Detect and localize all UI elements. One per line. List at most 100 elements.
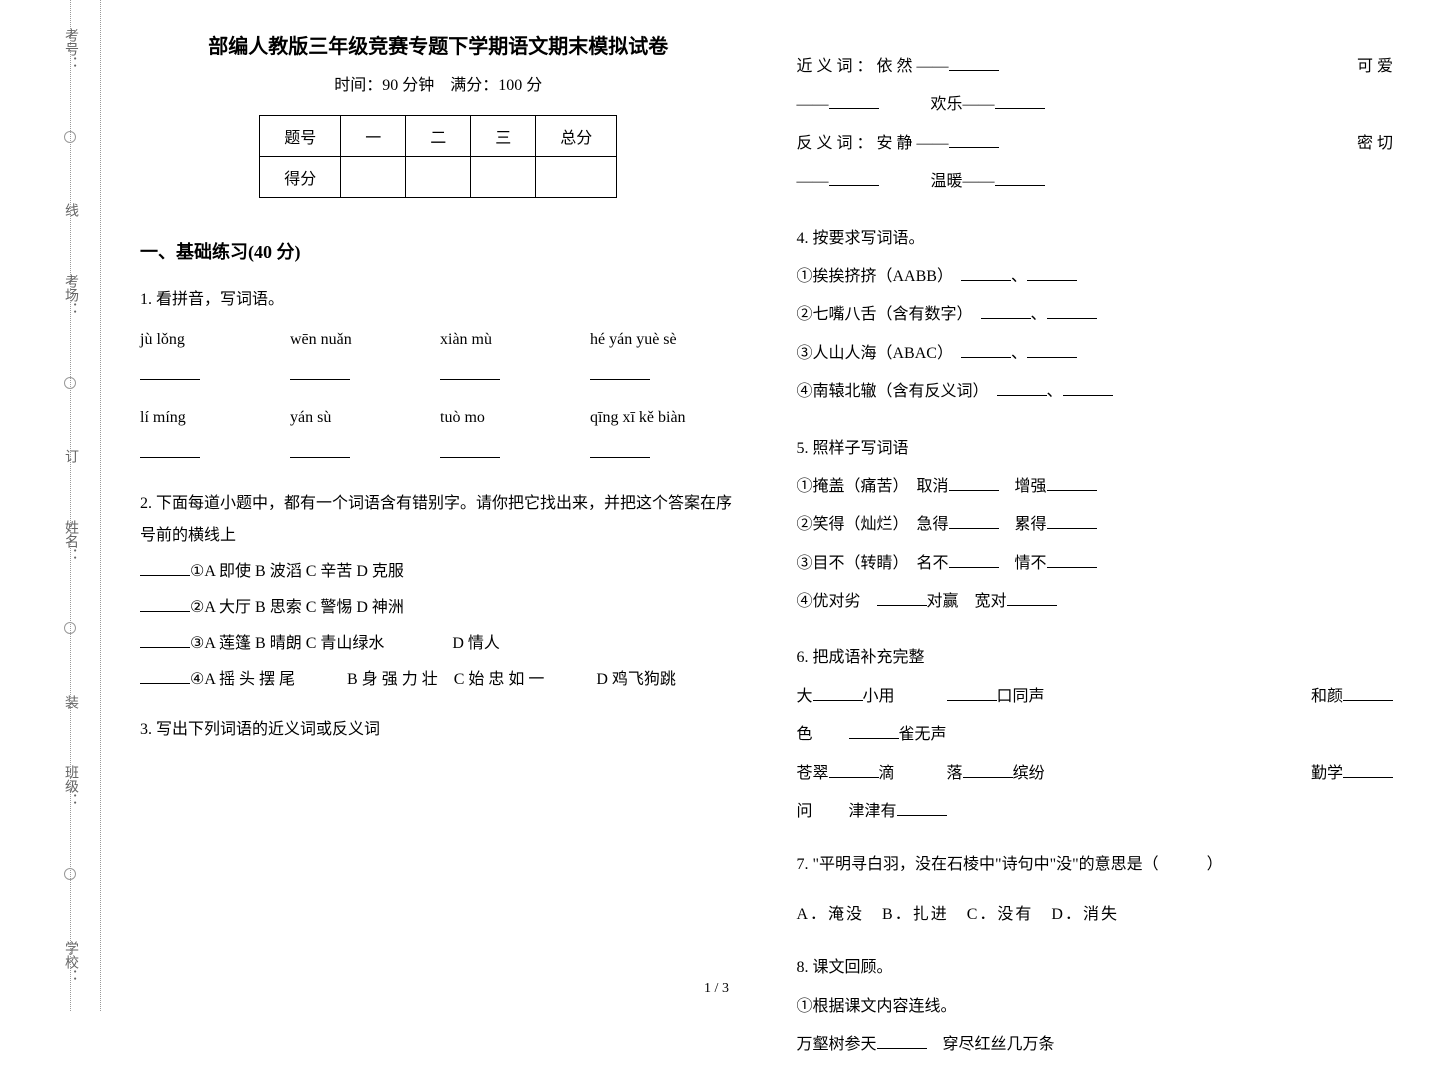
- answer-blank: [1343, 684, 1393, 701]
- answer-blank: [995, 169, 1045, 186]
- binding-circle: [64, 868, 76, 880]
- line-mid: 累得: [999, 516, 1047, 533]
- question-4: 4. 按要求写词语。 ①挨挨挤挤（AABB） 、 ②七嘴八舌（含有数字） 、 ③…: [797, 220, 1394, 412]
- question-stem: 2. 下面每道小题中，都有一个词语含有错别字。请你把它找出来，并把这个答案在序号…: [140, 488, 737, 552]
- question-stem: 4. 按要求写词语。: [797, 220, 1394, 258]
- answer-blank: [1047, 302, 1097, 319]
- q6-line: 色 雀无声: [797, 716, 1394, 754]
- antonym-line2: —— 温暖——: [797, 163, 1394, 201]
- answer-blank: [140, 667, 190, 684]
- line-text: ①挨挨挤挤（AABB）: [797, 268, 945, 285]
- question-stem: 3. 写出下列词语的近义词或反义词: [140, 714, 737, 746]
- pinyin-item: qīng xī kě biàn: [590, 402, 700, 434]
- answer-blank: [949, 512, 999, 529]
- answer-blank: [140, 595, 190, 612]
- pinyin-item: xiàn mù: [440, 324, 550, 356]
- answer-blank: [140, 559, 190, 576]
- answer-blank: [1007, 589, 1057, 606]
- line-text: ③人山人海（ABAC）: [797, 345, 945, 362]
- pinyin-item: hé yán yuè sè: [590, 324, 700, 356]
- table-row: 题号 一 二 三 总分: [260, 116, 617, 157]
- synonym-line: 近 义 词 ： 依 然 —— 可 爱: [797, 48, 1394, 86]
- answer-blank: [1047, 551, 1097, 568]
- pinyin-item: tuò mo: [440, 402, 550, 434]
- answer-blank: [440, 441, 500, 458]
- pinyin-item: wēn nuǎn: [290, 324, 400, 356]
- label-text: ——: [797, 173, 829, 190]
- answer-blank: [1063, 379, 1113, 396]
- score-header-cell: 三: [471, 116, 536, 157]
- q6-line: 问 津津有: [797, 793, 1394, 831]
- question-stem: 1. 看拼音，写词语。: [140, 284, 737, 316]
- answer-blank: [963, 761, 1013, 778]
- label-text: 近 义 词 ： 依 然 ——: [797, 58, 949, 75]
- answer-blank: [949, 131, 999, 148]
- answer-blank: [829, 169, 879, 186]
- label-text: 反 义 词 ： 安 静 ——: [797, 135, 949, 152]
- pinyin-row: jù lǒng wēn nuǎn xiàn mù hé yán yuè sè: [140, 324, 737, 356]
- line-pre: ②笑得（灿烂） 急得: [797, 516, 949, 533]
- score-blank-cell: [341, 157, 406, 198]
- binding-dotted-line: [100, 0, 101, 1011]
- q5-line: ②笑得（灿烂） 急得 累得: [797, 506, 1394, 544]
- choice-text: ③A 莲篷 B 晴朗 C 青山绿水 D 情人: [190, 635, 500, 652]
- right-column: 近 义 词 ： 依 然 —— 可 爱 —— 欢乐—— 反 义 词 ： 安 静 —…: [797, 30, 1394, 1083]
- q5-line: ③目不（转睛） 名不 情不: [797, 545, 1394, 583]
- choice-text: ②A 大厅 B 思索 C 警惕 D 神洲: [190, 599, 404, 616]
- line-pre: ④优对劣: [797, 593, 877, 610]
- choice-line: ②A 大厅 B 思索 C 警惕 D 神洲: [140, 592, 737, 624]
- answer-blank: [995, 92, 1045, 109]
- binding-label-name: 姓名：: [60, 520, 80, 562]
- answer-blank: [961, 264, 1011, 281]
- frag: 万壑树参天: [797, 1036, 877, 1053]
- options-line: A．淹没 B．扎进 C．没有 D．消失: [797, 899, 1394, 931]
- frag: 口同声: [997, 688, 1045, 705]
- frag: 津津有: [849, 803, 897, 820]
- blank-row: [140, 438, 737, 470]
- choice-line: ③A 莲篷 B 晴朗 C 青山绿水 D 情人: [140, 628, 737, 660]
- table-row: 得分: [260, 157, 617, 198]
- question-3-continued: 近 义 词 ： 依 然 —— 可 爱 —— 欢乐—— 反 义 词 ： 安 静 —…: [797, 48, 1394, 202]
- answer-blank: [1047, 512, 1097, 529]
- tail-word: 密 切: [1357, 125, 1393, 163]
- binding-label-class: 班级：: [60, 765, 80, 807]
- line-text: ④南辕北辙（含有反义词）: [797, 383, 981, 400]
- question-5: 5. 照样子写词语 ①掩盖（痛苦） 取消 增强 ②笑得（灿烂） 急得 累得 ③目…: [797, 430, 1394, 622]
- answer-blank: [829, 761, 879, 778]
- question-1: 1. 看拼音，写词语。 jù lǒng wēn nuǎn xiàn mù hé …: [140, 284, 737, 470]
- pinyin-item: yán sù: [290, 402, 400, 434]
- antonym-line: 反 义 词 ： 安 静 —— 密 切: [797, 125, 1394, 163]
- line-mid: 情不: [999, 555, 1047, 572]
- answer-blank: [997, 379, 1047, 396]
- question-stem: 6. 把成语补充完整: [797, 639, 1394, 677]
- binding-circle: [64, 622, 76, 634]
- answer-blank: [140, 441, 200, 458]
- pinyin-item: lí míng: [140, 402, 250, 434]
- question-stem: 5. 照样子写词语: [797, 430, 1394, 468]
- pinyin-item: jù lǒng: [140, 324, 250, 356]
- frag: 缤纷: [1013, 765, 1045, 782]
- answer-blank: [849, 722, 899, 739]
- binding-edge: 考号： 线 考场： 订 姓名： 装 班级： 学校：: [40, 0, 100, 1011]
- question-8: 8. 课文回顾。 ①根据课文内容连线。 万壑树参天 穿尽红丝几万条: [797, 949, 1394, 1064]
- answer-blank: [590, 441, 650, 458]
- line-pre: ①掩盖（痛苦） 取消: [797, 478, 949, 495]
- score-header-cell: 题号: [260, 116, 341, 157]
- answer-blank: [877, 1032, 927, 1049]
- answer-blank: [290, 441, 350, 458]
- answer-blank: [897, 799, 947, 816]
- answer-blank: [590, 363, 650, 380]
- line-pre: ③目不（转睛） 名不: [797, 555, 949, 572]
- label-text: 温暖——: [931, 173, 995, 190]
- frag: 雀无声: [899, 726, 947, 743]
- score-blank-cell: [536, 157, 617, 198]
- pinyin-row: lí míng yán sù tuò mo qīng xī kě biàn: [140, 402, 737, 434]
- choice-line: ④A 摇 头 摆 尾 B 身 强 力 壮 C 始 忠 如 一 D 鸡飞狗跳: [140, 664, 737, 696]
- score-header-cell: 总分: [536, 116, 617, 157]
- answer-blank: [981, 302, 1031, 319]
- answer-blank: [1027, 341, 1077, 358]
- score-label-cell: 得分: [260, 157, 341, 198]
- answer-blank: [949, 551, 999, 568]
- answer-blank: [829, 92, 879, 109]
- frag: 勤学: [1311, 765, 1343, 782]
